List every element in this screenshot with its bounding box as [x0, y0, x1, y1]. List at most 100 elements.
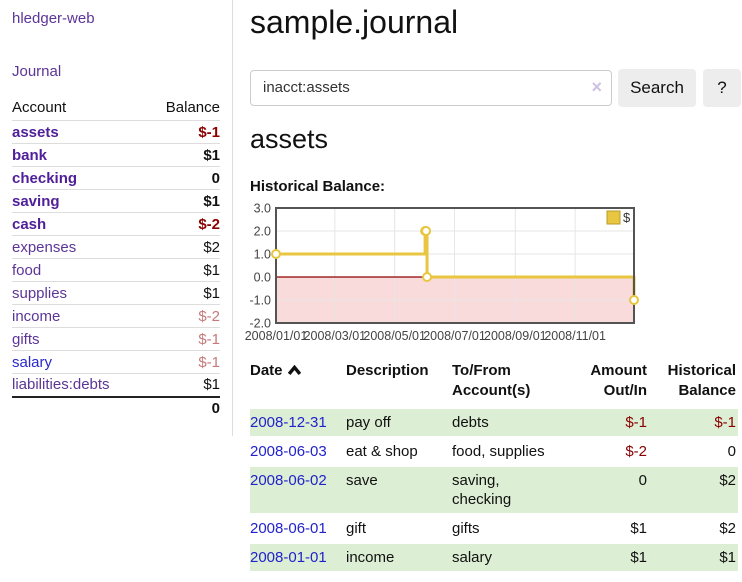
account-balance: $1: [145, 143, 220, 167]
account-row: supplies $1: [12, 281, 220, 305]
accounts-header-account: Account: [12, 99, 67, 116]
chart-title: Historical Balance:: [250, 177, 386, 195]
page-title: sample.journal: [250, 4, 459, 40]
column-header-description: Description: [346, 361, 429, 379]
account-link[interactable]: checking: [12, 169, 78, 187]
account-row: gifts $-1: [12, 327, 220, 351]
x-tick-label: 2008/05/01: [363, 329, 426, 343]
balance-chart: $3.0 2.0 1.0 0.0 -1.0 -2.02008/01/012008/03/0…: [245, 201, 639, 343]
app-title: hledger-web: [12, 10, 220, 27]
accounts-total: 0: [145, 395, 220, 420]
transaction-amount: 0: [569, 464, 655, 514]
account-balance: $1: [145, 189, 220, 213]
transaction-date-link[interactable]: 2008-01-01: [250, 548, 327, 566]
account-balance: $1: [145, 373, 220, 397]
account-link[interactable]: cash: [12, 215, 47, 233]
transaction-amount: $-2: [569, 435, 655, 466]
y-tick-label: 3.0: [254, 201, 271, 215]
transaction-row: 2008-06-03 eat & shop food, supplies $-2…: [250, 435, 738, 466]
transaction-amount: $1: [569, 541, 655, 571]
transaction-date-link[interactable]: 2008-12-31: [250, 413, 327, 431]
transaction-balance: $2: [655, 464, 738, 514]
account-link[interactable]: expenses: [12, 238, 77, 256]
accounts-header-balance: Balance: [165, 99, 220, 116]
column-header-accounts: To/From Account(s): [452, 361, 531, 399]
transaction-balance: $2: [655, 512, 738, 543]
transaction-row: 2008-01-01 income salary $1 $1: [250, 541, 738, 571]
help-button[interactable]: ?: [703, 68, 741, 107]
account-row: liabilities:debts $1: [12, 373, 220, 397]
account-link[interactable]: food: [12, 261, 42, 279]
chart-marker: [271, 248, 281, 259]
search-input[interactable]: [250, 69, 612, 106]
transaction-date-link[interactable]: 2008-06-02: [250, 471, 327, 489]
transaction-balance: $1: [655, 541, 738, 571]
chart-border: [275, 206, 635, 324]
transaction-balance: 0: [655, 435, 738, 466]
account-row: assets $-1: [12, 120, 220, 144]
account-balance: $-1: [145, 327, 220, 351]
transaction-description: gift: [346, 512, 452, 543]
sidebar: hledger-web Journal Account Balance asse…: [0, 0, 233, 436]
account-link[interactable]: bank: [12, 146, 48, 164]
app-title-link[interactable]: hledger-web: [12, 10, 95, 27]
account-link[interactable]: supplies: [12, 284, 68, 302]
account-balance: $-1: [145, 350, 220, 374]
transaction-date-link[interactable]: 2008-06-03: [250, 442, 327, 460]
sidebar-item-journal[interactable]: Journal: [12, 63, 62, 80]
y-tick-label: -1.0: [249, 293, 271, 307]
transaction-date-link[interactable]: 2008-06-01: [250, 519, 327, 537]
x-tick-label: 2008/09/01: [484, 329, 547, 343]
account-link[interactable]: income: [12, 307, 61, 325]
transaction-balance: $-1: [655, 406, 738, 437]
transaction-accounts: debts: [452, 406, 569, 437]
x-tick-label: 2008/01/01: [245, 329, 308, 343]
account-balance: $1: [145, 281, 220, 305]
account-row: salary $-1: [12, 350, 220, 374]
register-header-row: Date Description To/From Account(s) Amoun…: [250, 361, 738, 408]
account-row: cash $-2: [12, 212, 220, 236]
transaction-description: income: [346, 541, 452, 571]
account-row: bank $1: [12, 143, 220, 167]
sidebar-total-row: 0: [12, 395, 220, 420]
accounts-table: Account Balance assets $-1 bank $1: [12, 96, 220, 420]
transaction-description: save: [346, 464, 452, 514]
register-account-title: assets: [250, 123, 329, 154]
transaction-accounts: food, supplies: [452, 435, 569, 466]
y-tick-label: 1.0: [254, 247, 271, 261]
column-header-date[interactable]: Date: [250, 361, 346, 408]
account-balance: $1: [145, 258, 220, 282]
account-link[interactable]: gifts: [12, 330, 40, 348]
chart-marker: [629, 294, 639, 305]
clear-search-icon[interactable]: ×: [591, 76, 602, 97]
transaction-description: eat & shop: [346, 435, 452, 466]
x-tick-label: 2008/07/01: [423, 329, 486, 343]
transaction-amount: $1: [569, 512, 655, 543]
x-tick-label: 2008/03/01: [304, 329, 367, 343]
transaction-accounts: saving, checking: [452, 464, 569, 514]
y-tick-label: 2.0: [254, 224, 271, 238]
search-button[interactable]: Search: [618, 68, 696, 107]
sidebar-nav: Journal: [12, 63, 220, 80]
transaction-row: 2008-12-31 pay off debts $-1 $-1: [250, 406, 738, 437]
transaction-row: 2008-06-02 save saving, checking 0 $2: [250, 464, 738, 514]
chart-marker: [421, 225, 432, 236]
account-balance: $-2: [145, 304, 220, 328]
sort-asc-icon: [287, 364, 301, 375]
transaction-accounts: gifts: [452, 512, 569, 543]
legend-label: $: [623, 210, 631, 225]
column-header-amount: Amount Out/In: [590, 361, 647, 399]
transaction-row: 2008-06-01 gift gifts $1 $2: [250, 512, 738, 543]
account-balance: $-2: [145, 212, 220, 236]
account-row: checking 0: [12, 166, 220, 190]
account-balance: $2: [145, 235, 220, 259]
account-link[interactable]: liabilities:debts: [12, 376, 110, 394]
transaction-amount: $-1: [569, 406, 655, 437]
account-row: expenses $2: [12, 235, 220, 259]
account-link[interactable]: assets: [12, 123, 59, 141]
account-link[interactable]: saving: [12, 192, 60, 210]
main-panel: sample.journal × Search ? assets Histori…: [233, 0, 742, 571]
account-link[interactable]: salary: [12, 353, 53, 371]
y-tick-label: -2.0: [249, 316, 271, 330]
account-balance: $-1: [145, 120, 220, 144]
